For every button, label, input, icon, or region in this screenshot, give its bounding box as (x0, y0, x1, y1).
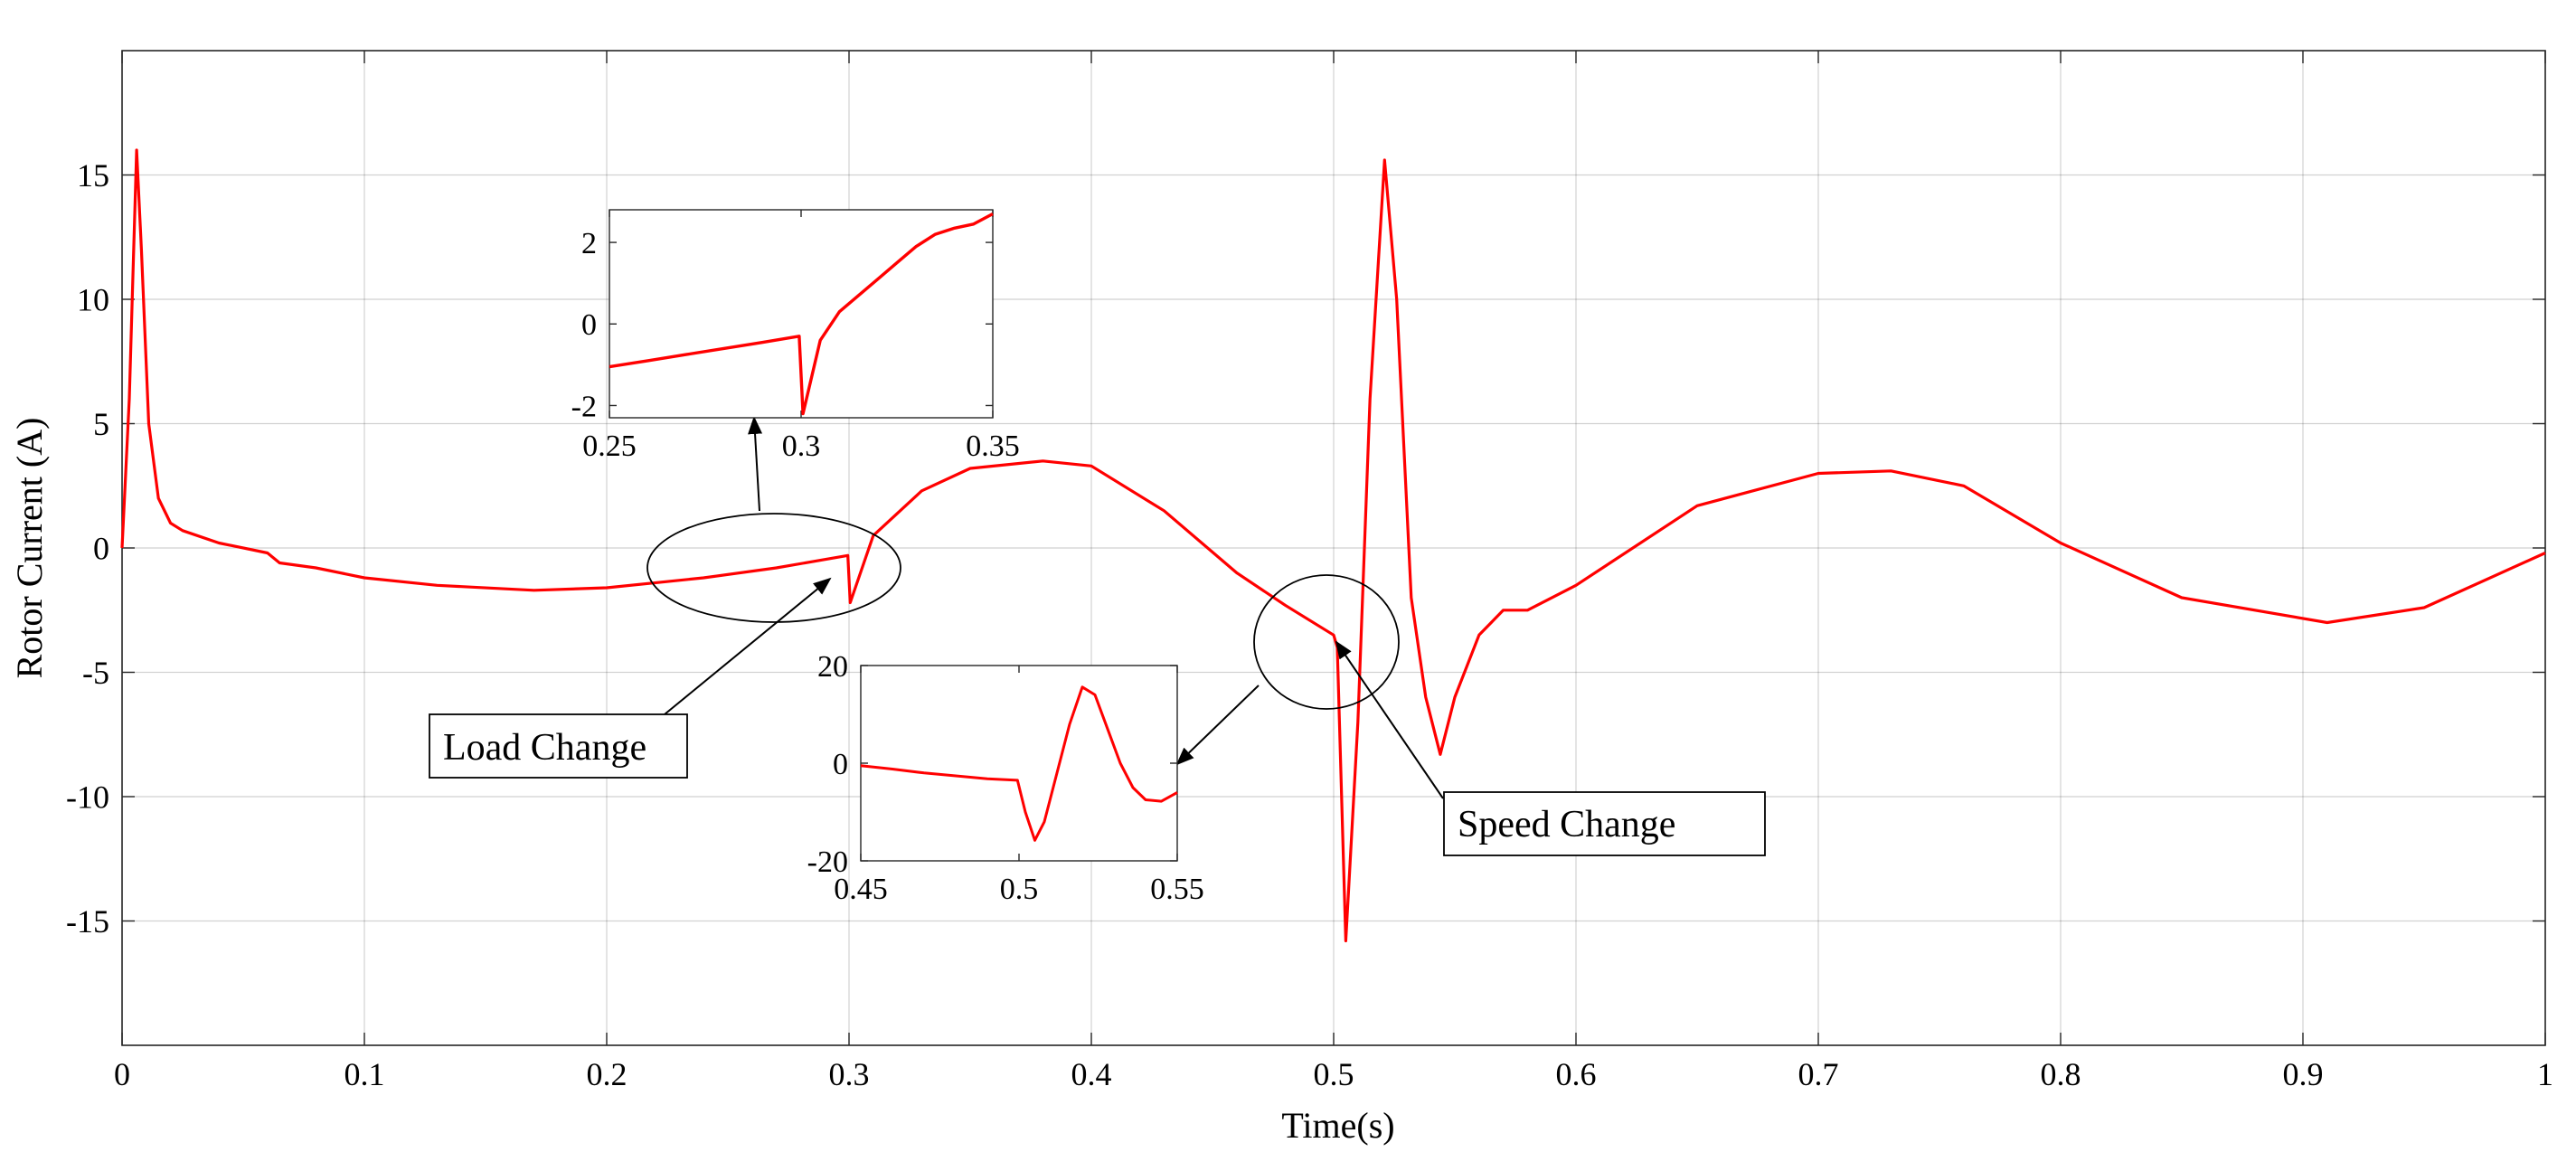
inset1-xtick-label: 0.25 (582, 430, 637, 463)
inset1-xtick-label: 0.35 (966, 430, 1020, 463)
speed-change-label: Speed Change (1458, 804, 1675, 845)
speed-change-arrow (1335, 640, 1444, 799)
speed-change-ellipse (1253, 574, 1400, 710)
inset2-background (861, 666, 1177, 861)
main-xtick-label: 0.5 (1314, 1056, 1354, 1092)
main-xtick-label: 0.2 (587, 1056, 627, 1092)
inset2-arrow (1175, 685, 1260, 766)
main-xtick-label: 0.3 (829, 1056, 870, 1092)
inset1-series-line (609, 212, 994, 416)
main-xtick-label: 0.1 (344, 1056, 385, 1092)
main-ytick-label: -15 (66, 903, 109, 940)
main-xtick-label: 0.4 (1071, 1056, 1112, 1092)
main-grid (121, 51, 2546, 1045)
inset-speed-change: 0.45 0.5 0.55 20 0 -20 (807, 650, 1204, 906)
main-xtick-label: 0.6 (1556, 1056, 1597, 1092)
inset2-ticks (860, 665, 1178, 862)
main-xtick-label: 0.9 (2283, 1056, 2324, 1092)
inset1-y-tick-labels: 2 0 -2 (571, 227, 597, 423)
main-xtick-label: 1 (2537, 1056, 2553, 1092)
speed-change-annotation: Speed Change (1443, 791, 1766, 856)
inset2-series-line (860, 685, 1178, 842)
inset1-xtick-label: 0.3 (782, 430, 821, 463)
load-change-label: Load Change (443, 727, 646, 769)
main-ytick-label: -5 (82, 655, 109, 691)
main-ytick-label: 15 (77, 157, 109, 194)
inset-load-change: 0.25 0.3 0.35 2 0 -2 (571, 209, 1020, 463)
main-xtick-label: 0.8 (2041, 1056, 2081, 1092)
inset1-x-tick-labels: 0.25 0.3 0.35 (582, 430, 1020, 463)
speed-change-box (1443, 791, 1766, 856)
main-xtick-label: 0 (114, 1056, 130, 1092)
inset2-ytick-label: -20 (807, 845, 848, 879)
load-change-annotation: Load Change (429, 713, 688, 779)
load-change-box (429, 713, 688, 779)
y-axis-label: Rotor Current (A) (9, 418, 50, 679)
inset2-ytick-label: 0 (833, 748, 848, 781)
main-x-tick-labels: 0 0.1 0.2 0.3 0.4 0.5 0.6 0.7 0.8 0.9 1 (114, 1056, 2553, 1092)
inset1-ytick-label: -2 (571, 390, 597, 423)
inset2-xtick-label: 0.5 (1000, 873, 1039, 906)
load-change-arrow (664, 577, 832, 715)
main-ytick-label: 5 (93, 406, 109, 442)
main-y-tick-labels: 15 10 5 0 -5 -10 -15 (66, 157, 109, 940)
inset2-xtick-label: 0.55 (1150, 873, 1204, 906)
inset1-ytick-label: 0 (581, 308, 597, 342)
inset2-ytick-label: 20 (817, 650, 848, 684)
main-ticks (121, 51, 2546, 1045)
inset1-ytick-label: 2 (581, 227, 597, 260)
main-xtick-label: 0.7 (1798, 1056, 1839, 1092)
rotor-current-series-line (120, 148, 2546, 943)
inset1-ticks (609, 210, 994, 418)
x-axis-label: Time(s) (1281, 1105, 1394, 1146)
main-ytick-label: -10 (66, 779, 109, 816)
inset1-arrow (748, 416, 763, 512)
load-change-ellipse (646, 513, 901, 623)
main-ytick-label: 0 (93, 531, 109, 567)
inset2-x-tick-labels: 0.45 0.5 0.55 (834, 873, 1204, 906)
main-ytick-label: 10 (77, 282, 109, 318)
inset2-xtick-label: 0.45 (834, 873, 888, 906)
inset2-y-tick-labels: 20 0 -20 (807, 650, 848, 879)
